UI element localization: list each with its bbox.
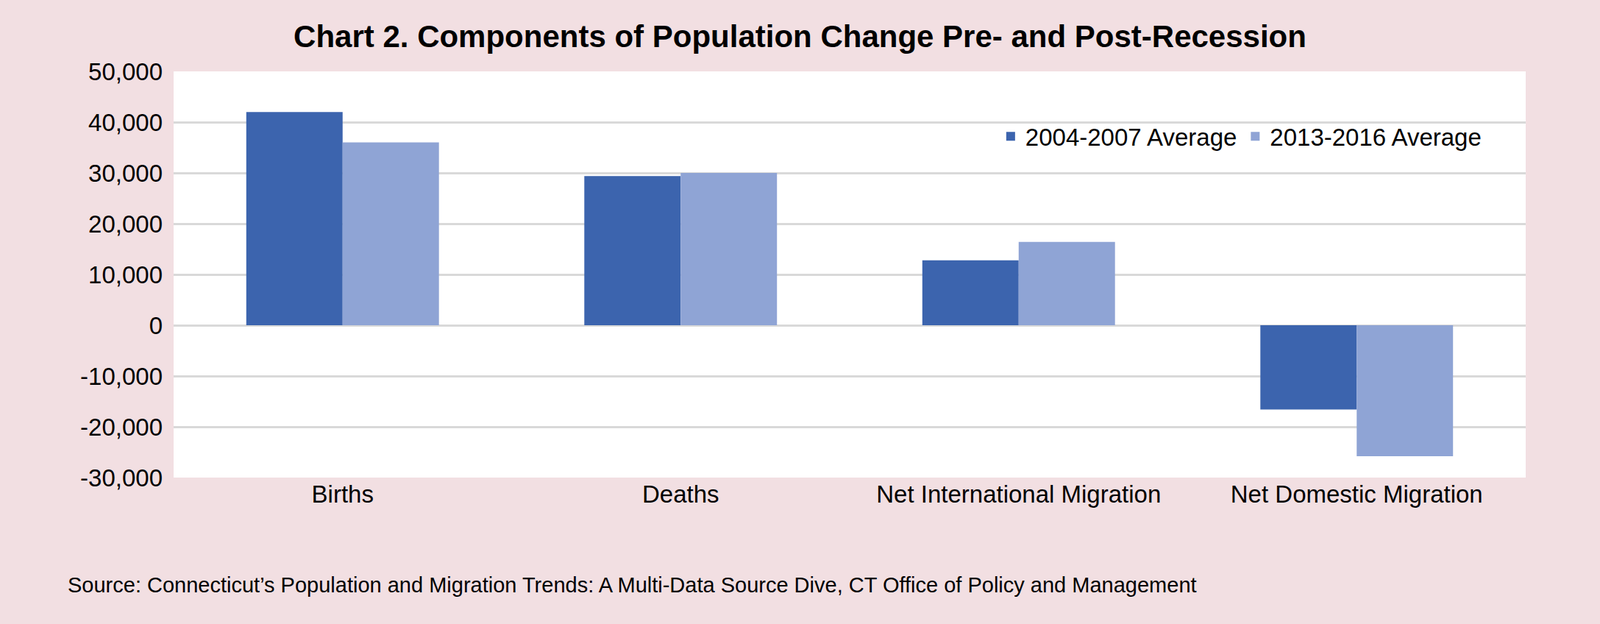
svg-text:2013-2016 Average: 2013-2016 Average <box>1269 123 1481 151</box>
svg-text:20,000: 20,000 <box>88 210 163 238</box>
svg-text:Deaths: Deaths <box>642 480 720 508</box>
svg-text:-10,000: -10,000 <box>80 362 163 390</box>
svg-text:Chart 2. Components of Populat: Chart 2. Components of Population Change… <box>293 19 1307 54</box>
svg-text:Net Domestic Migration: Net Domestic Migration <box>1230 480 1484 508</box>
svg-text:Births: Births <box>311 480 374 508</box>
svg-text:40,000: 40,000 <box>88 108 163 137</box>
svg-text:50,000: 50,000 <box>88 58 163 86</box>
svg-text:0: 0 <box>149 311 163 340</box>
svg-text:2004-2007 Average: 2004-2007 Average <box>1025 123 1237 151</box>
svg-text:30,000: 30,000 <box>88 159 163 187</box>
svg-text:Source: Connecticut’s Populati: Source: Connecticut’s Population and Mig… <box>67 573 1197 597</box>
svg-text:10,000: 10,000 <box>88 261 163 289</box>
svg-text:Net International Migration: Net International Migration <box>876 480 1161 508</box>
svg-text:-20,000: -20,000 <box>80 413 163 441</box>
svg-text:-30,000: -30,000 <box>80 464 163 492</box>
